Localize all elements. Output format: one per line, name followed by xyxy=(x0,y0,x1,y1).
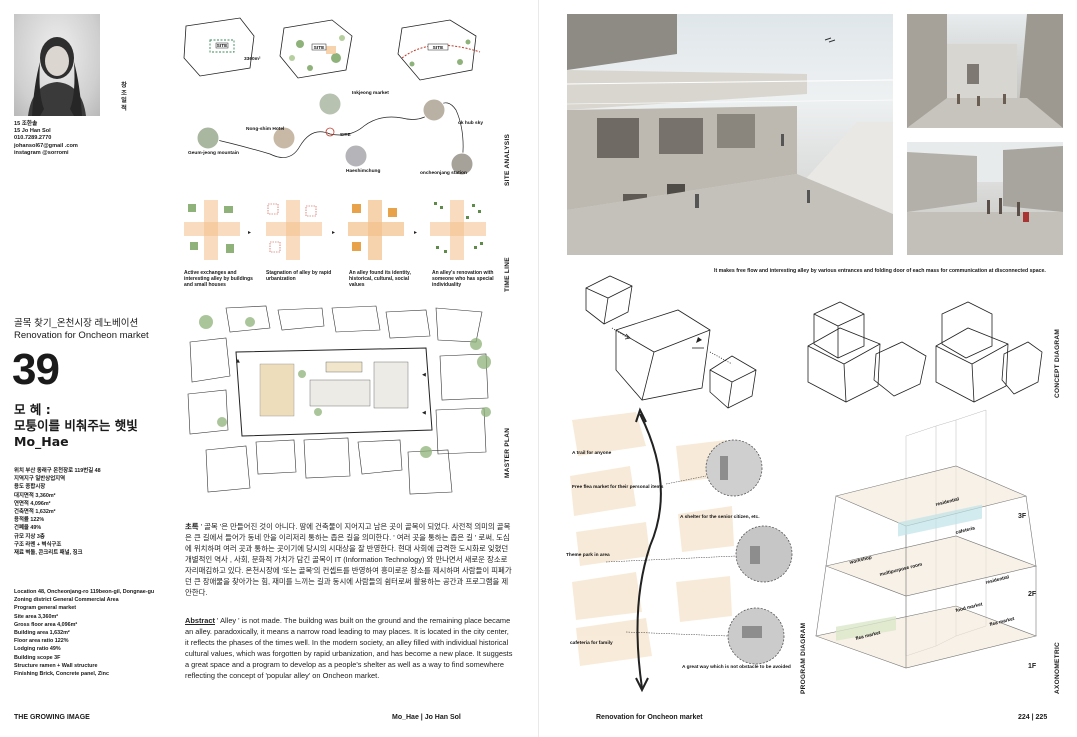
phone: 010.7289.2770 xyxy=(14,135,52,142)
prog-workshop: workshop xyxy=(848,555,872,567)
master-plan-label: MASTER PLAN xyxy=(504,427,511,478)
instagram: instagram @sorromi xyxy=(14,149,69,156)
timeline-caption-4: An alley's renovation with someone who h… xyxy=(432,270,494,289)
floor-2f: 2F xyxy=(1028,591,1037,598)
timeline-step-1 xyxy=(184,200,240,260)
abstract-ko-text: ' 골목 '은 만들어진 것이 아니다. 땅에 건축물이 지어지고 남은 곳이 … xyxy=(185,522,512,597)
place-geumjeong: Geum-jeong mountain xyxy=(188,150,239,156)
footer-page-numbers: 224 | 225 xyxy=(1018,714,1048,721)
footer-author: Mo_Hae | Jo Han Sol xyxy=(392,714,461,721)
rendering-alley-top xyxy=(907,14,1063,128)
floor-3f: 3F xyxy=(1018,513,1027,520)
place-site: SITE xyxy=(340,132,351,138)
timeline-caption-1: Active exchanges and interesting alley b… xyxy=(184,270,253,289)
project-number: 39 xyxy=(12,345,60,394)
site-analysis-diagram: SITE 3360m² SITE SITE Inkjeong market No… xyxy=(183,17,483,176)
program-note-trail: A trail for anyone xyxy=(572,450,612,456)
author-romaji: Mo_Hae xyxy=(14,434,69,449)
designer-portrait xyxy=(14,14,100,116)
program-note-cafeteria: cafeteria for family xyxy=(570,640,613,646)
abstract-en-label: Abstract xyxy=(185,616,215,625)
floor-1f: 1F xyxy=(1028,663,1037,670)
timeline-label: TIME LINE xyxy=(504,257,511,292)
place-okhub: ok hub sky xyxy=(458,120,483,126)
prog-residential-top: residential xyxy=(935,496,960,508)
timeline-caption-2: Stagnation of alley by rapid urbanizatio… xyxy=(266,270,332,283)
site-plot-3: SITE xyxy=(397,19,481,81)
timeline-step-3 xyxy=(348,200,404,260)
timeline-diagram: ▸ ▸ ▸ xyxy=(184,200,486,260)
place-haeshimchung: Haeshimchung xyxy=(346,168,380,174)
abstract-en-text: ' Alley ' is not made. The buildng was b… xyxy=(185,616,513,680)
prog-residential-mid: residential xyxy=(985,574,1010,586)
page-spine xyxy=(538,0,539,737)
rendering-alley-bottom xyxy=(907,142,1063,255)
svg-text:▸: ▸ xyxy=(248,229,251,236)
place-oncheonjang: oncheonjang station xyxy=(420,170,467,176)
abstract-ko-label: 초록 xyxy=(185,522,199,531)
place-nongshim: Nong-shim Hotel xyxy=(246,126,284,132)
project-title: 모 혜 : 모퉁이를 비춰주는 햇빛 Mo_Hae xyxy=(14,402,138,450)
svg-text:▸: ▸ xyxy=(414,229,417,236)
axonometric-diagram: 3F 2F 1F residential cafeteria workshop … xyxy=(814,409,1038,670)
subtitle-ko: 골목 찾기_온천시장 레노베이션 xyxy=(14,318,139,329)
author-ko: 모 혜 : xyxy=(14,402,51,417)
render-caption: It makes free flow and interesting alley… xyxy=(714,268,1046,274)
timeline-caption-3: An alley found its identity, historical,… xyxy=(349,270,411,289)
footer-project-title: Renovation for Oncheon market xyxy=(596,714,703,721)
site-analysis-label: SITE ANALYSIS xyxy=(504,133,511,186)
email: johansol67@gmail .com xyxy=(14,142,78,149)
student-name-en: 15 Jo Han Sol xyxy=(14,128,51,135)
axonometric-label: AXONOMETRIC xyxy=(1054,641,1061,694)
svg-text:◀: ◀ xyxy=(422,372,426,378)
program-note-shelter: A shelter for the senior citizen, etc. xyxy=(680,514,760,520)
program-note-flea: Free flea market for their personal item… xyxy=(572,484,664,490)
timeline-step-4 xyxy=(430,200,486,260)
main-rendering xyxy=(567,14,893,255)
subtitle-en: Renovation for Oncheon market xyxy=(14,330,149,341)
concept-diagram xyxy=(585,275,1043,409)
svg-text:▸: ▸ xyxy=(332,229,335,236)
site-plot-1: SITE 3360m² xyxy=(183,17,261,77)
site-tag-2: SITE xyxy=(314,45,325,51)
project-subtitle: 골목 찾기_온천시장 레노베이션 Renovation for Oncheon … xyxy=(14,318,149,342)
place-inkjeong: Inkjeong market xyxy=(352,90,389,96)
specs-english: Location 48, Oncheonjang-ro 119beon-gil,… xyxy=(14,589,155,678)
footer-series: THE GROWING IMAGE xyxy=(14,714,90,721)
abstract-english: Abstract ' Alley ' is not made. The buil… xyxy=(185,615,513,681)
svg-text:◀: ◀ xyxy=(422,410,426,416)
specs-korean: 위치 부산 동래구 온천장로 119번길 48 지역지구 일반상업지역 용도 종합시… xyxy=(14,468,101,557)
site-area-label: 3360m² xyxy=(244,56,261,62)
master-plan: ▲ ◀ ◀ xyxy=(187,305,491,495)
program-note-theme-park: Theme park in area xyxy=(566,552,610,558)
abstract-korean: 초록 ' 골목 '은 만들어진 것이 아니다. 땅에 건축물이 지어지고 남은 … xyxy=(185,521,513,598)
site-tag-3: SITE xyxy=(433,45,444,51)
svg-text:▲: ▲ xyxy=(236,358,240,364)
vertical-korean-name: 창 조 일 적 xyxy=(121,82,127,112)
program-diagram: A trail for anyone Free flea market for … xyxy=(566,407,793,693)
timeline-step-2 xyxy=(266,200,322,260)
site-tag-1: SITE xyxy=(217,43,228,49)
program-note-great-way: A great way which is not obstacle to be … xyxy=(682,664,791,670)
tagline-ko: 모퉁이를 비춰주는 햇빛 xyxy=(14,418,138,433)
prog-cafeteria: cafeteria xyxy=(955,525,976,536)
concept-diagram-label: CONCEPT DIAGRAM xyxy=(1054,328,1061,398)
student-name-ko: 15 조한솔 xyxy=(14,121,38,127)
site-plot-2: SITE xyxy=(279,19,353,79)
profile-contact: 15 조한솔 15 Jo Han Sol 010.7289.2770 johan… xyxy=(14,121,78,157)
